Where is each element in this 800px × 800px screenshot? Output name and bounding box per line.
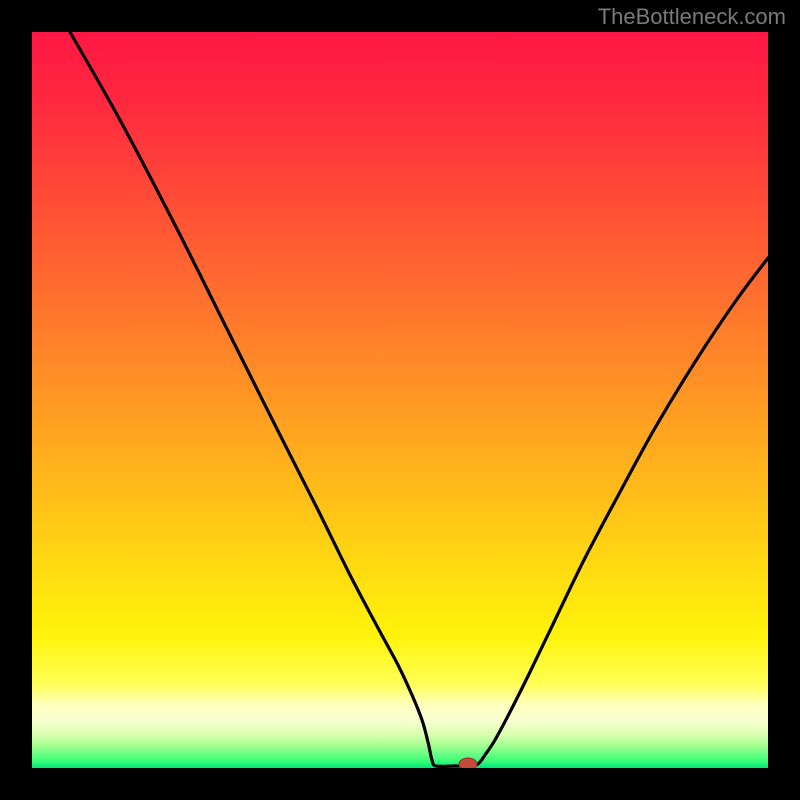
border-left	[0, 0, 32, 800]
watermark-text: TheBottleneck.com	[598, 4, 786, 30]
plot-background	[32, 32, 768, 768]
chart-container: TheBottleneck.com	[0, 0, 800, 800]
border-right	[768, 0, 800, 800]
bottleneck-chart	[0, 0, 800, 800]
border-bottom	[0, 768, 800, 800]
